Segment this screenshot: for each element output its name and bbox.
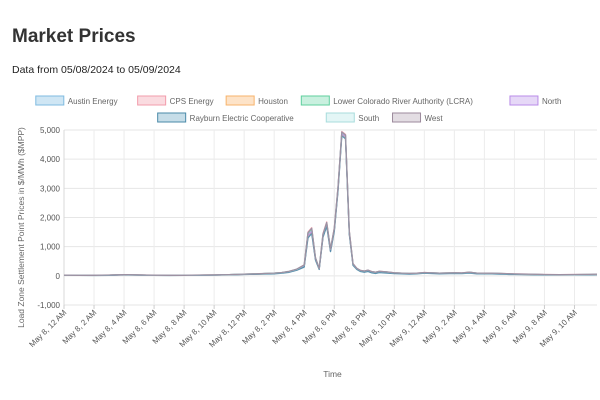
page-title: Market Prices [12, 26, 136, 47]
series-line [64, 131, 598, 277]
series-line [64, 132, 598, 277]
y-tick-label: 4,000 [40, 155, 61, 164]
legend-swatch [35, 95, 65, 106]
legend-item[interactable]: North [509, 95, 562, 106]
legend-swatch [157, 112, 187, 123]
series-lines [63, 130, 598, 277]
y-tick-label: 3,000 [40, 184, 61, 193]
series-line [64, 132, 598, 277]
y-tick-label: 2,000 [40, 214, 61, 223]
x-axis-title: Time [323, 369, 342, 379]
legend-item[interactable]: Austin Energy [35, 95, 118, 106]
legend-item[interactable]: West [392, 112, 444, 123]
series-line [63, 133, 598, 277]
legend-label: South [358, 114, 379, 123]
x-tick-label: May 8, 12 AM [27, 308, 68, 349]
legend-label: Houston [258, 97, 288, 106]
legend-item[interactable]: South [325, 112, 379, 123]
legend: Austin Energy CPS Energy Houston Lower Colo… [35, 95, 562, 123]
y-tick-label: 1,000 [40, 243, 61, 252]
y-axis-title: Load Zone Settlement Point Prices in $/M… [16, 127, 26, 328]
legend-item[interactable]: CPS Energy [137, 95, 214, 106]
legend-swatch [300, 95, 330, 106]
legend-item[interactable]: Rayburn Electric Cooperative [157, 112, 295, 123]
legend-swatch [392, 112, 422, 123]
series-line [64, 135, 598, 277]
legend-swatch [225, 95, 255, 106]
series-line [64, 130, 598, 277]
legend-label: Rayburn Electric Cooperative [190, 114, 295, 123]
legend-swatch [509, 95, 539, 106]
legend-swatch [137, 95, 167, 106]
legend-label: CPS Energy [170, 97, 214, 106]
legend-label: West [425, 114, 444, 123]
series-line [63, 133, 598, 277]
legend-label: North [542, 97, 562, 106]
legend-item[interactable]: Lower Colorado River Authority (LCRA) [300, 95, 473, 106]
y-tick-label: 5,000 [40, 126, 61, 135]
date-range-subtitle: Data from 05/08/2024 to 05/09/2024 [12, 64, 181, 76]
legend-label: Austin Energy [68, 97, 118, 106]
series-line [63, 131, 598, 276]
legend-swatch [325, 112, 355, 123]
y-tick-label: 0 [56, 272, 61, 281]
legend-label: Lower Colorado River Authority (LCRA) [333, 97, 473, 106]
legend-item[interactable]: Houston [225, 95, 288, 106]
y-tick-label: -1,000 [37, 301, 60, 310]
